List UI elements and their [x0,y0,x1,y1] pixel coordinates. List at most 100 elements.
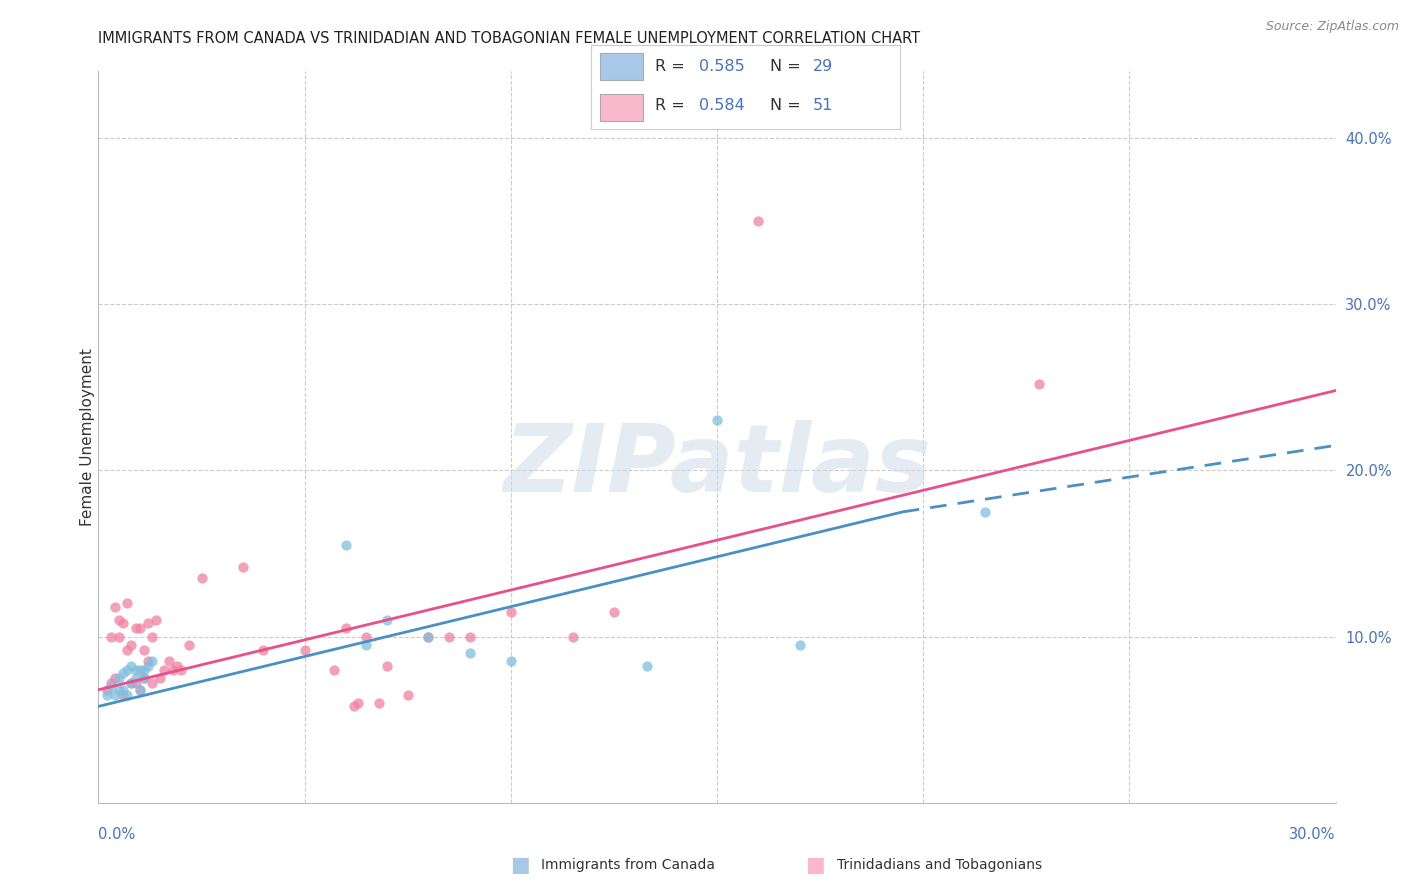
Point [104,671,127,685]
Text: Immigrants from Canada: Immigrants from Canada [541,858,716,872]
Point [136,616,159,631]
Point [141,676,163,690]
Point [418,630,440,644]
Point [157,655,180,669]
Point [396,688,419,702]
Point [128,682,150,697]
Point [789,638,811,652]
Point [104,599,127,614]
Point [347,696,370,710]
Point [112,688,135,702]
Point [117,688,139,702]
Point [974,505,997,519]
Point [108,613,131,627]
Point [179,638,201,652]
Point [335,621,357,635]
Point [375,613,398,627]
Text: Trinidadians and Tobagonians: Trinidadians and Tobagonians [837,858,1042,872]
Text: 29: 29 [813,59,834,74]
Point [96,688,118,702]
Text: ZIPatlas: ZIPatlas [503,420,931,512]
Text: 0.584: 0.584 [699,98,745,113]
Text: R =: R = [655,98,690,113]
Text: ■: ■ [510,855,530,875]
Point [108,630,131,644]
Text: ■: ■ [806,855,825,875]
Point [149,671,172,685]
Point [747,214,769,228]
Point [128,621,150,635]
Point [375,659,398,673]
Point [170,663,193,677]
Point [104,688,127,702]
Point [128,682,150,697]
Point [132,663,155,677]
Point [132,671,155,685]
Text: N =: N = [770,59,806,74]
Point [190,571,212,585]
Point [343,699,366,714]
Text: 0.585: 0.585 [699,59,745,74]
Point [96,682,118,697]
Point [636,659,658,673]
Point [294,643,316,657]
Text: R =: R = [655,59,690,74]
Point [108,682,131,697]
Y-axis label: Female Unemployment: Female Unemployment [80,348,94,526]
Point [120,659,142,673]
FancyBboxPatch shape [600,94,643,120]
Point [153,663,176,677]
Point [166,659,188,673]
Point [252,643,274,657]
Point [100,630,122,644]
Point [112,616,135,631]
Point [124,676,146,690]
Point [117,643,139,657]
Point [120,676,142,690]
Point [162,663,184,677]
Point [1028,376,1050,391]
Text: 51: 51 [813,98,834,113]
Point [603,605,626,619]
Point [117,596,139,610]
Point [112,682,135,697]
Point [132,643,155,657]
Point [458,630,481,644]
Point [141,655,163,669]
Point [124,621,146,635]
Point [458,646,481,660]
Point [120,638,142,652]
Point [136,655,159,669]
Point [124,663,146,677]
Point [108,671,131,685]
Point [356,630,378,644]
Point [356,638,378,652]
Point [437,630,460,644]
Point [145,613,167,627]
Point [141,630,163,644]
Point [367,696,389,710]
Point [100,676,122,690]
Point [112,666,135,681]
Text: Source: ZipAtlas.com: Source: ZipAtlas.com [1265,20,1399,33]
Text: 0.0%: 0.0% [98,827,135,841]
Point [124,671,146,685]
Point [322,663,344,677]
Text: 30.0%: 30.0% [1289,827,1336,841]
Point [499,605,522,619]
Point [132,671,155,685]
Text: N =: N = [770,98,806,113]
FancyBboxPatch shape [600,54,643,80]
Point [706,413,728,427]
Point [561,630,583,644]
Point [335,538,357,552]
Point [120,676,142,690]
Point [232,559,254,574]
Point [418,630,440,644]
Point [117,663,139,677]
Point [499,655,522,669]
Text: IMMIGRANTS FROM CANADA VS TRINIDADIAN AND TOBAGONIAN FEMALE UNEMPLOYMENT CORRELA: IMMIGRANTS FROM CANADA VS TRINIDADIAN AN… [98,31,921,46]
Point [128,663,150,677]
Point [100,680,122,694]
Point [136,659,159,673]
